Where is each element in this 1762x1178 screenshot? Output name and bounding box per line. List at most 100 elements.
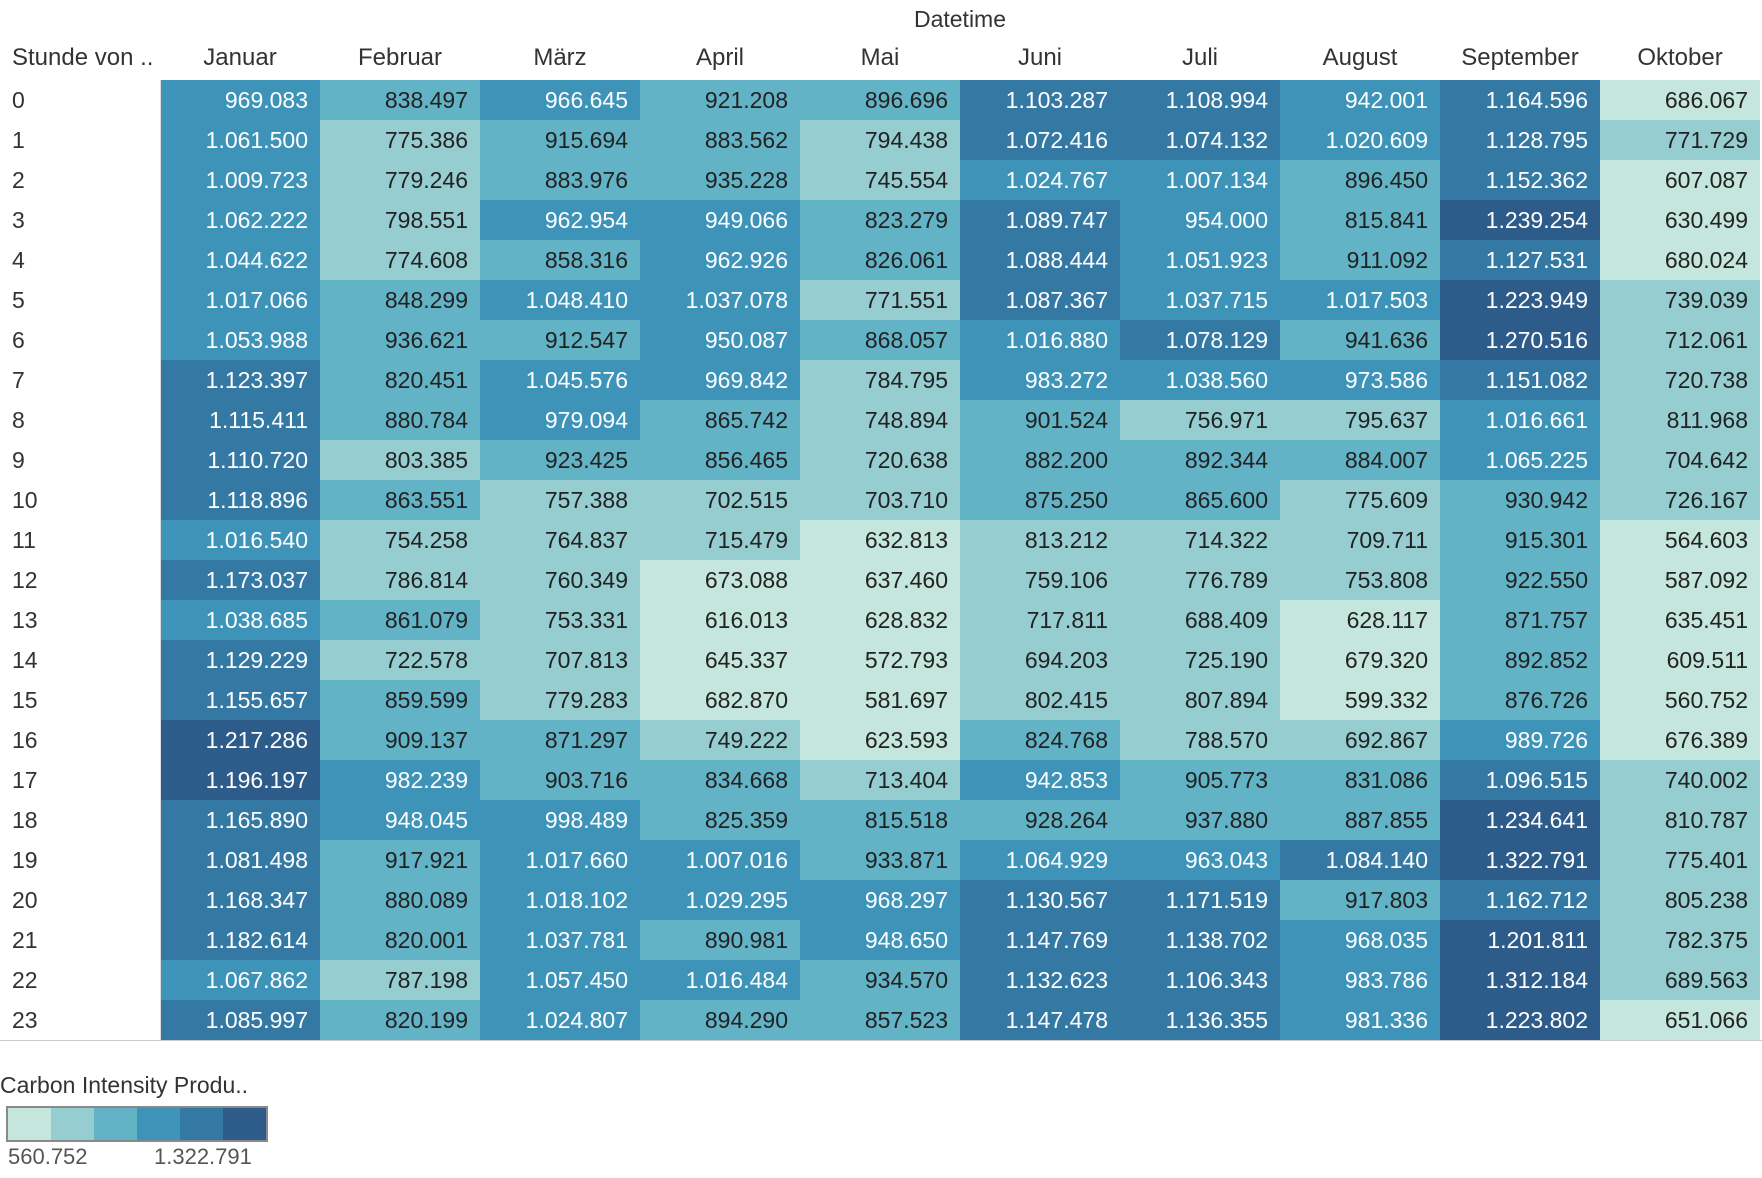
heatmap-cell: 1.009.723 — [160, 160, 320, 200]
heatmap-cell: 921.208 — [640, 80, 800, 120]
heatmap-cell: 912.547 — [480, 320, 640, 360]
heatmap-cell: 811.968 — [1600, 400, 1760, 440]
heatmap-cell: 941.636 — [1280, 320, 1440, 360]
heatmap-cell: 896.450 — [1280, 160, 1440, 200]
heatmap-cell: 786.814 — [320, 560, 480, 600]
heatmap-cell: 934.570 — [800, 960, 960, 1000]
heatmap-cell: 745.554 — [800, 160, 960, 200]
heatmap-cell: 1.061.500 — [160, 120, 320, 160]
column-header: Juli — [1181, 44, 1218, 71]
heatmap-cell: 1.016.880 — [960, 320, 1120, 360]
heatmap-cell: 838.497 — [320, 80, 480, 120]
heatmap-cell: 1.016.540 — [160, 520, 320, 560]
heatmap-cell: 883.562 — [640, 120, 800, 160]
heatmap-cell: 1.007.134 — [1120, 160, 1280, 200]
row-label: 2 — [12, 167, 25, 193]
heatmap-cell: 930.942 — [1440, 480, 1600, 520]
heatmap-cell: 1.029.295 — [640, 880, 800, 920]
heatmap-cell: 764.837 — [480, 520, 640, 560]
heatmap-cell: 776.789 — [1120, 560, 1280, 600]
heatmap-cell: 963.043 — [1120, 840, 1280, 880]
heatmap-cell: 1.322.791 — [1440, 840, 1600, 880]
row-label: 12 — [12, 567, 38, 593]
heatmap-cell: 1.182.614 — [160, 920, 320, 960]
row-label: 17 — [12, 767, 38, 793]
heatmap-cell: 1.164.596 — [1440, 80, 1600, 120]
heatmap-cell: 564.603 — [1600, 520, 1760, 560]
heatmap-cell: 848.299 — [320, 280, 480, 320]
heatmap-cell: 863.551 — [320, 480, 480, 520]
heatmap-cell: 1.151.082 — [1440, 360, 1600, 400]
row-label: 7 — [12, 367, 25, 393]
heatmap-cell: 1.016.484 — [640, 960, 800, 1000]
heatmap-cell: 616.013 — [640, 600, 800, 640]
heatmap-cell: 923.425 — [480, 440, 640, 480]
heatmap-cell: 673.088 — [640, 560, 800, 600]
row-label: 0 — [12, 87, 25, 113]
heatmap-cell: 909.137 — [320, 720, 480, 760]
heatmap-cell: 1.270.516 — [1440, 320, 1600, 360]
heatmap-cell: 856.465 — [640, 440, 800, 480]
heatmap-cell: 754.258 — [320, 520, 480, 560]
heatmap-cell: 1.007.016 — [640, 840, 800, 880]
heatmap-cell: 928.264 — [960, 800, 1120, 840]
heatmap-cell: 1.087.367 — [960, 280, 1120, 320]
heatmap-cell: 815.841 — [1280, 200, 1440, 240]
row-label: 21 — [12, 927, 38, 953]
heatmap-cell: 1.138.702 — [1120, 920, 1280, 960]
column-header: August — [1322, 44, 1398, 71]
heatmap-cell: 717.811 — [960, 600, 1120, 640]
heatmap-cell: 795.637 — [1280, 400, 1440, 440]
legend-swatch — [223, 1108, 266, 1140]
heatmap-cell: 973.586 — [1280, 360, 1440, 400]
heatmap-cell: 803.385 — [320, 440, 480, 480]
heatmap-cell: 609.511 — [1600, 640, 1760, 680]
heatmap-cell: 749.222 — [640, 720, 800, 760]
heatmap-cell: 933.871 — [800, 840, 960, 880]
heatmap-cell: 774.608 — [320, 240, 480, 280]
heatmap-cell: 1.078.129 — [1120, 320, 1280, 360]
heatmap-cell: 901.524 — [960, 400, 1120, 440]
heatmap-cell: 884.007 — [1280, 440, 1440, 480]
row-label: 13 — [12, 607, 38, 633]
heatmap-cell: 962.954 — [480, 200, 640, 240]
heatmap-cell: 692.867 — [1280, 720, 1440, 760]
heatmap-cell: 1.024.767 — [960, 160, 1120, 200]
heatmap-cell: 815.518 — [800, 800, 960, 840]
heatmap-cell: 948.650 — [800, 920, 960, 960]
heatmap-cell: 688.409 — [1120, 600, 1280, 640]
heatmap-cell: 979.094 — [480, 400, 640, 440]
left-divider — [160, 80, 161, 1040]
row-label: 23 — [12, 1007, 38, 1033]
heatmap-cell: 686.067 — [1600, 80, 1760, 120]
heatmap-cell: 962.926 — [640, 240, 800, 280]
column-header: Februar — [357, 44, 443, 71]
heatmap-cell: 861.079 — [320, 600, 480, 640]
heatmap-cell: 1.147.478 — [960, 1000, 1120, 1040]
heatmap-cell: 1.020.609 — [1280, 120, 1440, 160]
heatmap-cell: 1.081.498 — [160, 840, 320, 880]
heatmap-cell: 802.415 — [960, 680, 1120, 720]
heatmap-cell: 775.609 — [1280, 480, 1440, 520]
heatmap-cell: 857.523 — [800, 1000, 960, 1040]
heatmap-cell: 1.037.715 — [1120, 280, 1280, 320]
heatmap-cell: 1.085.997 — [160, 1000, 320, 1040]
heatmap-cell: 632.813 — [800, 520, 960, 560]
legend-swatch — [137, 1108, 180, 1140]
heatmap-cell: 810.787 — [1600, 800, 1760, 840]
heatmap-cell: 969.083 — [160, 80, 320, 120]
heatmap-cell: 676.389 — [1600, 720, 1760, 760]
heatmap-cell: 935.228 — [640, 160, 800, 200]
heatmap-cell: 823.279 — [800, 200, 960, 240]
heatmap-cell: 1.089.747 — [960, 200, 1120, 240]
heatmap-cell: 820.451 — [320, 360, 480, 400]
heatmap-cell: 894.290 — [640, 1000, 800, 1040]
heatmap-cell: 882.200 — [960, 440, 1120, 480]
heatmap-cell: 581.697 — [800, 680, 960, 720]
heatmap-cell: 937.880 — [1120, 800, 1280, 840]
legend-swatch — [51, 1108, 94, 1140]
heatmap-cell: 782.375 — [1600, 920, 1760, 960]
heatmap-cell: 1.147.769 — [960, 920, 1120, 960]
heatmap-cell: 922.550 — [1440, 560, 1600, 600]
heatmap-cell: 1.132.623 — [960, 960, 1120, 1000]
